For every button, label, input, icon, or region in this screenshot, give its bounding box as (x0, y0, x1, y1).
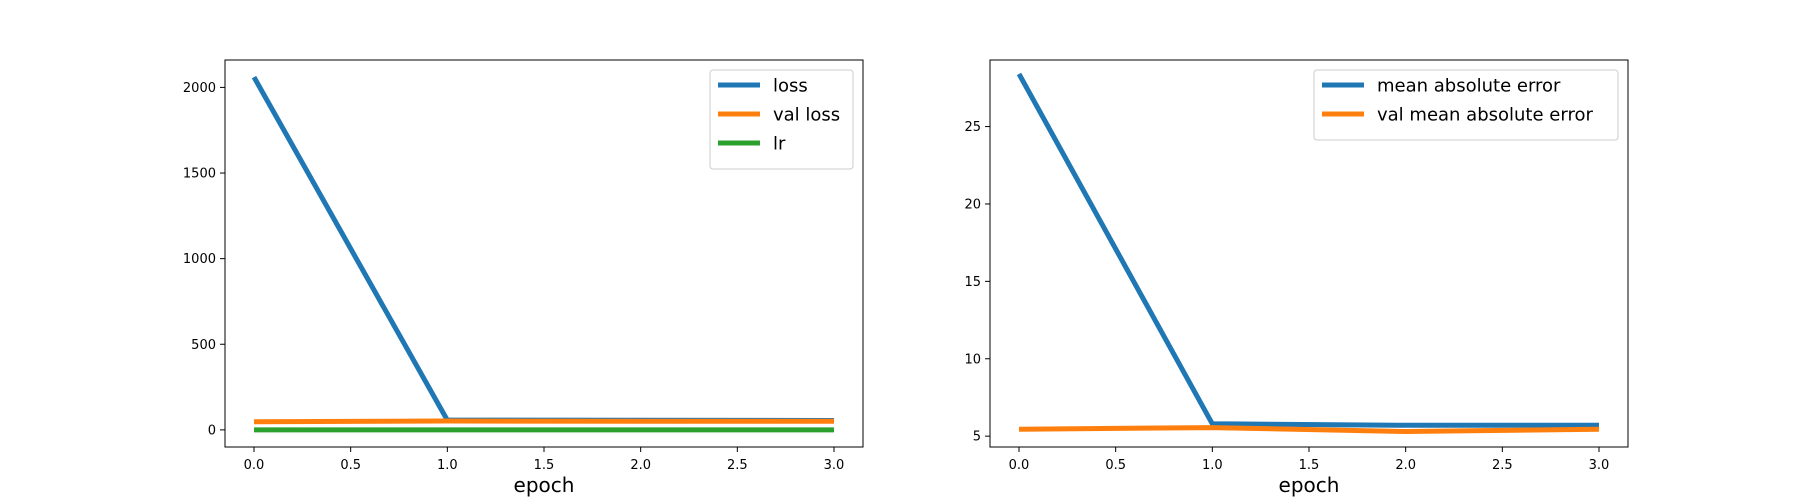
series-group (251, 75, 835, 433)
legend-label: mean absolute error (1377, 76, 1561, 97)
mae-chart-panel: 0.0 0.5 1.0 1.5 2.0 2.5 3.0 5 10 15 20 25 epoch mean … (964, 59, 1629, 497)
y-tick-label: 500 (191, 338, 216, 353)
x-tick-label: 0.5 (340, 458, 361, 473)
legend-label: lr (773, 134, 786, 155)
y-tick-label: 2000 (183, 81, 216, 96)
y-tick-label: 1000 (183, 252, 216, 267)
x-tick-label: 2.0 (1395, 458, 1416, 473)
x-axis-label: epoch (1279, 473, 1340, 497)
y-tick-label: 25 (964, 120, 981, 135)
y-tick-label: 20 (964, 197, 981, 212)
series-group (1016, 72, 1600, 434)
y-tick-label: 15 (964, 275, 981, 290)
x-tick-label: 0.0 (1009, 458, 1030, 473)
legend: mean absolute error val mean absolute err… (1313, 69, 1619, 141)
series-line-val-loss (253, 418, 834, 425)
series-line-val-mean-absolute-error (1018, 425, 1600, 434)
x-tick-label: 2.5 (727, 458, 748, 473)
legend: loss val loss lr (709, 69, 854, 170)
x-tick-label: 2.0 (630, 458, 651, 473)
x-tick-label: 3.0 (1589, 458, 1610, 473)
x-tick-label: 0.5 (1105, 458, 1126, 473)
x-tick-label: 3.0 (824, 458, 845, 473)
x-tick-label: 2.5 (1492, 458, 1513, 473)
x-tick-label: 0.0 (244, 458, 265, 473)
legend-label: loss (773, 76, 808, 97)
legend-label: val loss (773, 105, 840, 126)
loss-chart-panel: 0.0 0.5 1.0 1.5 2.0 2.5 3.0 0 500 1000 1500 2000 epo… (183, 59, 864, 497)
series-line-mean-absolute-error (1016, 72, 1599, 428)
legend-label: val mean absolute error (1377, 105, 1593, 126)
y-tick-label: 10 (964, 352, 981, 367)
x-tick-label: 1.0 (1202, 458, 1223, 473)
x-tick-label: 1.5 (534, 458, 555, 473)
x-axis-label: epoch (514, 473, 575, 497)
x-tick-label: 1.5 (1299, 458, 1320, 473)
y-tick-label: 0 (208, 423, 216, 438)
y-tick-label: 5 (973, 430, 981, 445)
x-tick-label: 1.0 (437, 458, 458, 473)
y-tick-label: 1500 (183, 167, 216, 182)
